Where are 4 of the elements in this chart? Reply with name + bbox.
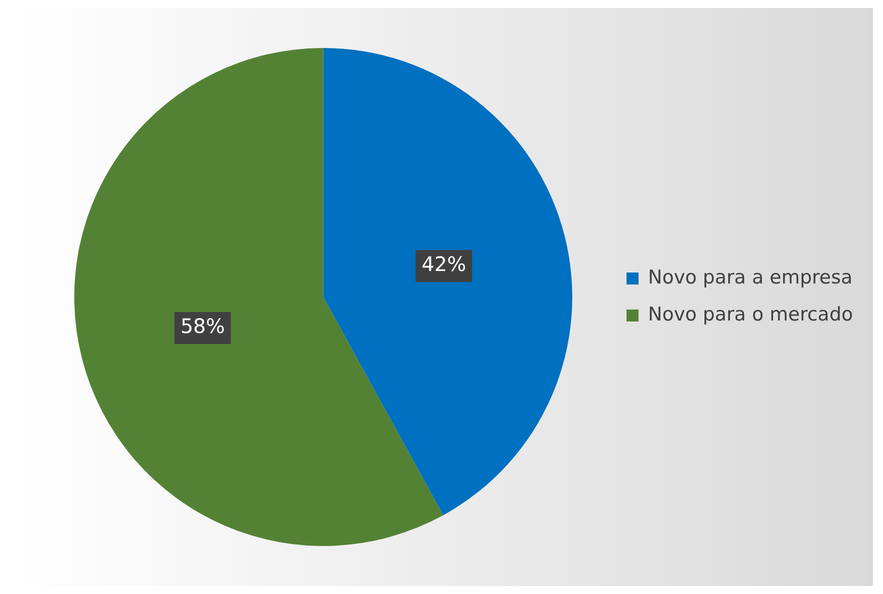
legend-label: Novo para a empresa	[648, 266, 853, 288]
data-label: 42%	[422, 252, 466, 276]
legend-label: Novo para o mercado	[648, 303, 854, 326]
data-label: 58%	[180, 314, 225, 338]
